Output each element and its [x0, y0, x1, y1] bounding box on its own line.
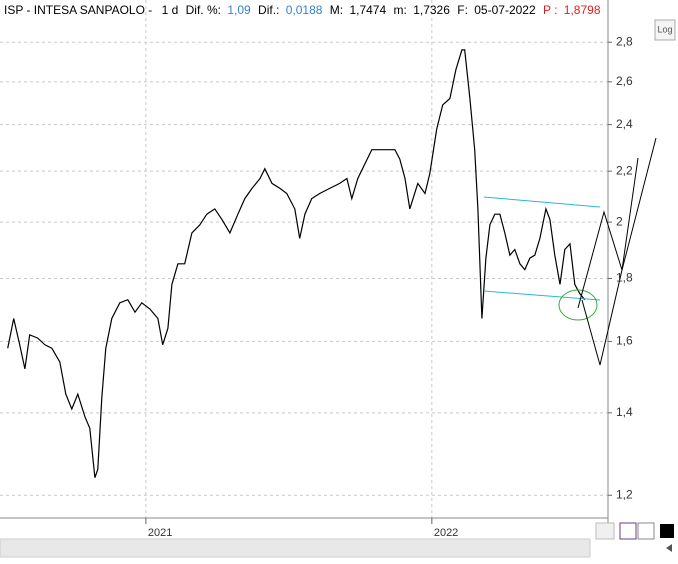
- color-button[interactable]: [660, 524, 674, 538]
- y-tick-label: 1,8: [616, 271, 633, 285]
- info-label: Dif. %:: [186, 3, 221, 17]
- x-tick-label: 2022: [434, 527, 458, 539]
- y-tick-label: 2: [616, 214, 623, 228]
- toolbar-button[interactable]: [595, 522, 615, 540]
- info-value: 05-07-2022: [474, 3, 536, 17]
- info-value: 1,8798: [564, 3, 601, 17]
- scrollbar[interactable]: [0, 538, 591, 558]
- log-button[interactable]: [654, 19, 676, 41]
- info-label: P :: [543, 3, 557, 17]
- y-tick-label: 1,4: [616, 405, 633, 419]
- y-tick-label: 2,4: [616, 117, 633, 131]
- y-tick-label: 1,2: [616, 487, 633, 501]
- info-value: 0,0188: [286, 3, 323, 17]
- info-label: F:: [457, 3, 468, 17]
- info-label: M:: [330, 3, 343, 17]
- y-tick-label: 2,6: [616, 74, 633, 88]
- period: 1 d: [162, 3, 179, 17]
- projection-arrow: [577, 157, 639, 309]
- price-line: [7, 49, 586, 478]
- projection-arrow: [581, 299, 601, 366]
- trend-line: [483, 196, 601, 208]
- pin-button[interactable]: [637, 522, 655, 540]
- scroll-arrow[interactable]: [666, 544, 672, 552]
- plot-area: [0, 0, 608, 518]
- info-label: m:: [394, 3, 407, 17]
- projection-arrow: [599, 137, 657, 366]
- info-value: 1,7326: [413, 3, 450, 17]
- header: ISP - INTESA SANPAOLO - 1 d Dif. %: 1,09…: [4, 3, 601, 17]
- highlight-ellipse: [558, 289, 598, 321]
- x-tick-label: 2021: [148, 527, 172, 539]
- info-value: 1,09: [227, 3, 251, 17]
- y-tick-label: 2,8: [616, 34, 633, 48]
- y-tick-label: 2,2: [616, 163, 633, 177]
- log-button-label[interactable]: Log: [657, 24, 672, 34]
- title: ISP - INTESA SANPAOLO -: [4, 3, 152, 17]
- y-tick-label: 1,6: [616, 334, 633, 348]
- save-button[interactable]: [619, 522, 637, 540]
- info-value: 1,7474: [349, 3, 386, 17]
- info-label: Dif.:: [258, 3, 279, 17]
